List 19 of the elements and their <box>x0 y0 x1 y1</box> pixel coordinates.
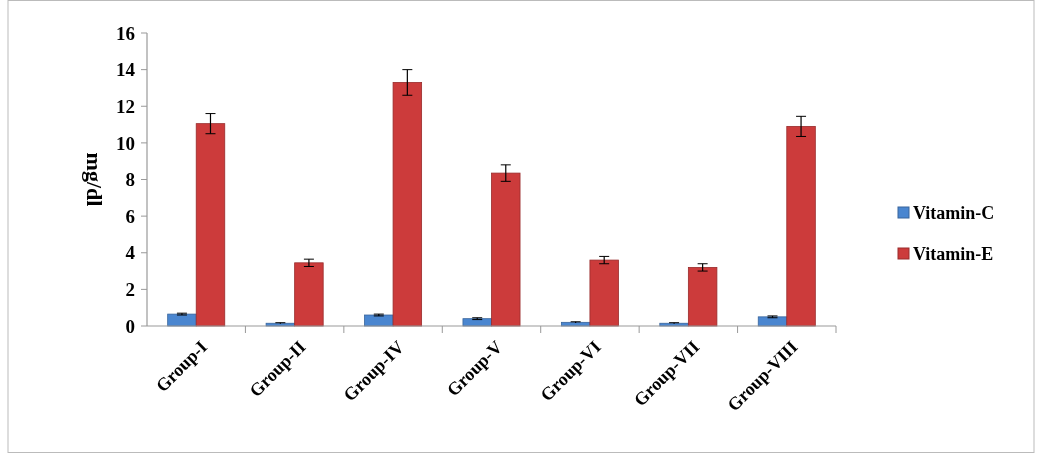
bar <box>294 262 324 327</box>
y-tick-label: 14 <box>116 59 136 81</box>
legend-label: Vitamin-E <box>913 244 994 265</box>
y-axis-title: mg/dl <box>82 152 107 207</box>
y-tick-label: 8 <box>125 169 135 191</box>
bar <box>687 267 718 327</box>
legend-label: Vitamin-C <box>913 203 995 224</box>
y-tick-label: 10 <box>116 132 135 154</box>
bar <box>786 125 816 327</box>
y-tick-label: 0 <box>125 315 135 337</box>
y-tick-label: 2 <box>125 279 135 301</box>
y-tick-label: 12 <box>116 95 135 117</box>
y-tick-label: 16 <box>116 22 135 44</box>
bar <box>392 82 423 327</box>
y-tick-label: 4 <box>125 242 136 264</box>
bar <box>589 259 619 327</box>
bar <box>195 123 226 327</box>
y-tick-label: 6 <box>125 205 135 227</box>
bar <box>491 172 521 327</box>
